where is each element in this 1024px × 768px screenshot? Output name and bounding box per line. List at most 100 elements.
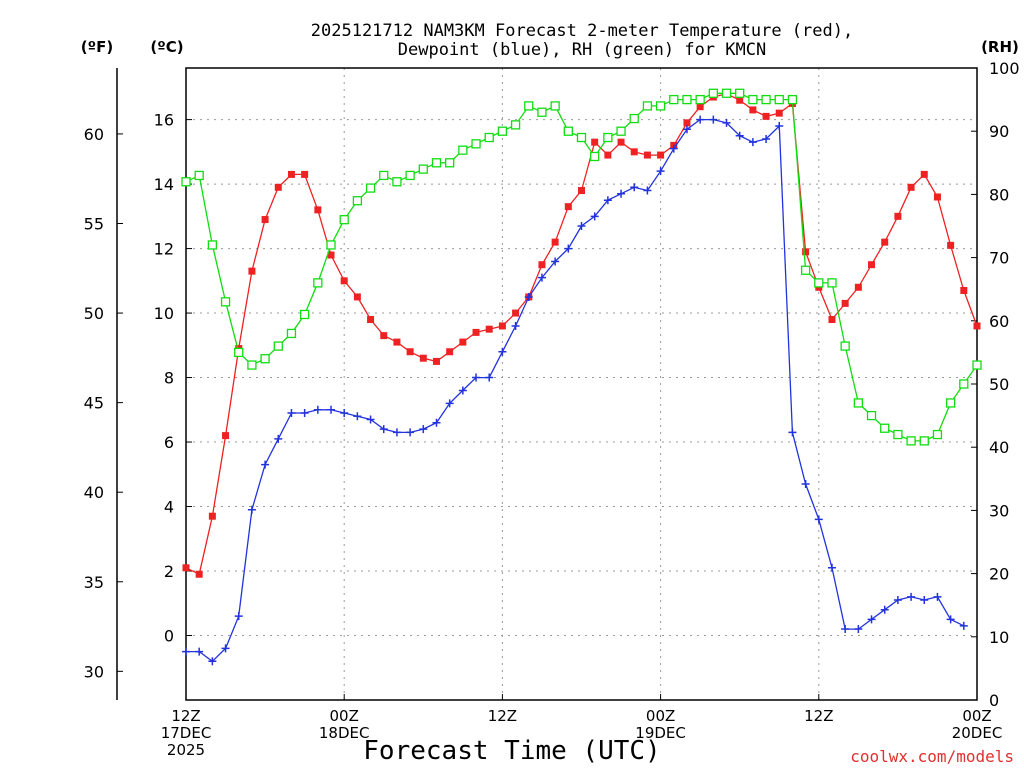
2-meter-temperature-point-5 bbox=[248, 267, 256, 275]
rh-tick-label-60: 60 bbox=[989, 312, 1009, 331]
rh-point-12 bbox=[339, 215, 349, 225]
dewpoint-point-12 bbox=[340, 409, 349, 418]
2-meter-temperature-point-53 bbox=[881, 238, 889, 246]
rh-point-52 bbox=[866, 410, 877, 421]
rh-point-41 bbox=[721, 88, 732, 98]
rh-tick-label-40: 40 bbox=[989, 438, 1009, 457]
rh-point-53 bbox=[880, 423, 890, 433]
dewpoint-point-45 bbox=[775, 122, 784, 131]
2-meter-temperature-point-25 bbox=[512, 309, 520, 317]
2-meter-temperature-point-3 bbox=[222, 432, 230, 440]
2-meter-temperature-point-20 bbox=[446, 348, 454, 356]
celsius-unit-label: (ºC) bbox=[150, 38, 183, 56]
rh-point-39 bbox=[695, 94, 705, 105]
dewpoint-point-50 bbox=[841, 625, 850, 634]
dewpoint-point-44 bbox=[762, 134, 771, 143]
2-meter-temperature-point-6 bbox=[261, 216, 269, 224]
2-meter-temperature-point-36 bbox=[657, 151, 665, 159]
dewpoint-point-33 bbox=[617, 189, 626, 198]
2-meter-temperature-point-44 bbox=[762, 112, 770, 120]
rh-point-28 bbox=[550, 101, 560, 111]
dewpoint-point-37 bbox=[669, 144, 678, 153]
fahrenheit-tick-label-35: 35 bbox=[84, 573, 104, 592]
dewpoint-point-43 bbox=[748, 138, 757, 147]
2-meter-temperature-point-38 bbox=[683, 119, 691, 127]
2-meter-temperature-point-30 bbox=[578, 187, 585, 195]
2-meter-temperature-point-47 bbox=[802, 248, 810, 256]
rh-point-13 bbox=[352, 196, 363, 206]
rh-point-16 bbox=[392, 177, 402, 187]
dewpoint-point-31 bbox=[590, 212, 599, 221]
dewpoint-point-39 bbox=[696, 115, 705, 124]
2-meter-temperature-point-11 bbox=[327, 251, 335, 259]
time-tick-label-48-l1: 12Z bbox=[804, 707, 833, 725]
fahrenheit-tick-label-50: 50 bbox=[84, 304, 104, 323]
time-tick-label-36-l1: 00Z bbox=[646, 707, 675, 725]
dewpoint-point-20 bbox=[445, 399, 454, 408]
credit-link[interactable]: coolwx.com/models bbox=[850, 747, 1014, 766]
fahrenheit-unit-label: (ºF) bbox=[81, 38, 113, 56]
dewpoint-point-4 bbox=[234, 612, 243, 621]
rh-point-37 bbox=[669, 94, 679, 105]
series bbox=[181, 88, 982, 666]
dewpoint-point-16 bbox=[392, 428, 401, 437]
rh-point-11 bbox=[326, 240, 336, 250]
rh-point-56 bbox=[919, 436, 929, 446]
fahrenheit-tick-label-40: 40 bbox=[84, 483, 104, 502]
dewpoint-point-35 bbox=[643, 186, 652, 195]
2-meter-temperature-point-1 bbox=[195, 570, 203, 578]
dewpoint-point-36 bbox=[656, 167, 665, 176]
dewpoint-point-15 bbox=[379, 425, 388, 434]
dewpoint-point-28 bbox=[551, 257, 560, 266]
2-meter-temperature-point-9 bbox=[301, 170, 309, 178]
2-meter-temperature-point-0 bbox=[182, 564, 190, 572]
2-meter-temperature-point-54 bbox=[894, 212, 902, 220]
2-meter-temperature-point-51 bbox=[854, 283, 862, 291]
2-meter-temperature-point-60 bbox=[973, 322, 981, 330]
rh-point-36 bbox=[655, 101, 666, 111]
celsius-tick-label-2: 2 bbox=[164, 562, 174, 581]
rh-point-58 bbox=[945, 398, 956, 408]
2-meter-temperature-point-17 bbox=[406, 348, 414, 356]
rh-point-57 bbox=[932, 429, 943, 440]
2-meter-temperature-point-7 bbox=[274, 183, 282, 191]
rh-point-60 bbox=[972, 360, 982, 370]
dewpoint-point-13 bbox=[353, 412, 362, 421]
fahrenheit-tick-label-45: 45 bbox=[84, 394, 104, 413]
rh-point-2 bbox=[207, 240, 218, 250]
rh-point-51 bbox=[853, 398, 863, 408]
rh-point-19 bbox=[431, 158, 442, 168]
2-meter-temperature-point-13 bbox=[353, 293, 361, 301]
dewpoint-point-22 bbox=[472, 373, 481, 382]
2-meter-temperature-point-35 bbox=[643, 151, 651, 159]
rh-point-10 bbox=[313, 278, 323, 288]
rh-point-30 bbox=[576, 132, 587, 143]
rh-tick-label-50: 50 bbox=[989, 375, 1009, 394]
dewpoint-point-56 bbox=[920, 596, 929, 605]
time-tick-label-12-l2: 18DEC bbox=[319, 724, 370, 742]
dewpoint-point-25 bbox=[511, 321, 520, 330]
rh-line bbox=[185, 92, 978, 442]
dewpoint-point-10 bbox=[313, 405, 322, 414]
2-meter-temperature-point-23 bbox=[485, 325, 493, 333]
dewpoint-point-9 bbox=[300, 409, 309, 418]
rh-point-8 bbox=[286, 328, 297, 339]
rh-tick-label-100: 100 bbox=[989, 59, 1020, 78]
rh-tick-label-0: 0 bbox=[989, 691, 999, 710]
celsius-tick-label-10: 10 bbox=[154, 304, 174, 323]
dewpoint-point-17 bbox=[406, 428, 415, 437]
rh-point-45 bbox=[774, 94, 784, 105]
rh-point-50 bbox=[840, 341, 850, 351]
2-meter-temperature-point-55 bbox=[907, 183, 915, 191]
dewpoint-point-19 bbox=[432, 418, 441, 427]
rh-point-3 bbox=[220, 297, 231, 307]
rh-point-24 bbox=[497, 126, 508, 136]
time-tick-label-60-l1: 00Z bbox=[962, 707, 991, 725]
rh-point-9 bbox=[299, 309, 310, 320]
2-meter-temperature-point-39 bbox=[696, 103, 704, 111]
rh-point-54 bbox=[893, 429, 903, 440]
rh-point-59 bbox=[959, 379, 969, 389]
rh-point-46 bbox=[787, 94, 798, 105]
rh-point-27 bbox=[537, 107, 547, 117]
dewpoint-point-51 bbox=[854, 625, 863, 634]
